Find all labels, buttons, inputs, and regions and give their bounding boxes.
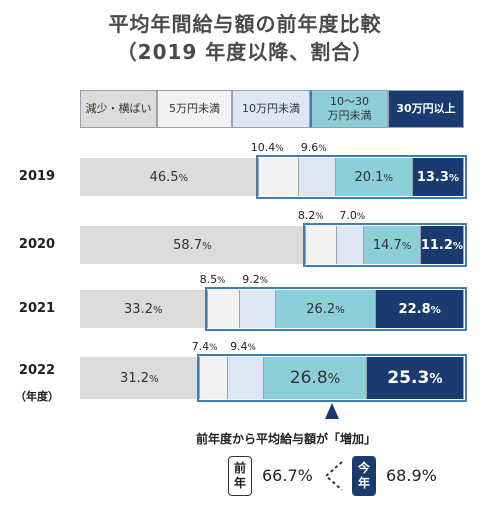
chevron-left-icon <box>324 461 343 491</box>
bar-2020-decrease: 58.7% <box>80 226 306 264</box>
data-label-2021-decrease: 33.2% <box>124 301 163 317</box>
bar-2022-under-5man <box>199 357 229 399</box>
bar-2019-decrease: 46.5% <box>80 158 259 196</box>
bar-2022-under-10man <box>228 357 265 399</box>
data-label-2020-under-10man: 7.0% <box>339 209 366 222</box>
data-label-2019-over-30man: 13.3% <box>416 169 460 185</box>
previous-year-badge: 前 年 <box>228 456 252 496</box>
chart-subtitle: （2019 年度以降、割合） <box>116 40 374 64</box>
data-label-2022-decrease: 31.2% <box>120 370 159 386</box>
bar-2020-over-30man: 11.2% <box>421 226 464 264</box>
data-label-2020-under-5man: 8.2% <box>297 209 324 222</box>
data-label-2019-under-5man: 10.4% <box>250 141 284 154</box>
data-label-2020-under-30man: 14.7% <box>372 237 412 253</box>
bar-2022-over-30man: 25.3% <box>366 357 464 399</box>
year-label-2022: 2022 <box>18 363 56 378</box>
legend-under-5man: 5万円未満 <box>157 90 232 128</box>
bar-2021-under-5man <box>207 290 241 328</box>
bar-2020-under-5man <box>305 226 338 264</box>
year-unit-label: （年度） <box>15 390 59 403</box>
data-label-2022-over-30man: 25.3% <box>387 368 443 388</box>
current-year-badge-char-1: 今 <box>357 461 370 475</box>
data-label-2022-under-5man: 7.4% <box>191 340 218 353</box>
bar-2021-over-30man: 22.8% <box>376 290 464 328</box>
data-label-2021-under-5man: 8.5% <box>199 273 226 286</box>
bar-2019-over-30man: 13.3% <box>412 158 464 196</box>
bar-2020-under-30man: 14.7% <box>364 226 421 264</box>
year-label-2019: 2019 <box>18 169 56 184</box>
bar-2021-decrease: 33.2% <box>80 290 208 328</box>
data-label-2020-over-30man: 11.2% <box>420 237 464 253</box>
legend-over-30man: 30万円以上 <box>388 90 464 128</box>
previous-year-badge-char-2: 年 <box>233 476 246 490</box>
bar-2020-under-10man <box>337 226 365 264</box>
bar-2022-under-30man: 26.8% <box>264 357 367 399</box>
legend-under-30man: 10～30 万円未満 <box>310 90 388 128</box>
current-year-badge: 今 年 <box>352 456 376 496</box>
current-year-badge-char-2: 年 <box>357 476 370 490</box>
legend-decrease: 減少・横ばい <box>80 90 157 128</box>
data-label-2022-under-30man: 26.8% <box>289 368 341 388</box>
bar-2019-under-10man <box>298 158 336 196</box>
data-label-2019-under-30man: 20.1% <box>354 169 394 185</box>
pointer-triangle-icon <box>325 403 339 419</box>
year-label-2020: 2020 <box>18 237 56 252</box>
bar-2019-under-30man: 20.1% <box>335 158 413 196</box>
data-label-2019-under-10man: 9.6% <box>300 141 327 154</box>
legend-under-10man: 10万円未満 <box>232 90 310 128</box>
current-year-value: 68.9% <box>386 466 437 485</box>
bar-2022-decrease: 31.2% <box>80 357 200 399</box>
data-label-2019-decrease: 46.5% <box>149 169 189 185</box>
comparison-caption: 前年度から平均給与額が「増加」 <box>196 432 377 446</box>
chart-title: 平均年間給与額の前年度比較 <box>108 12 382 36</box>
bar-2019-under-5man <box>258 158 299 196</box>
data-label-2022-under-10man: 9.4% <box>230 340 256 353</box>
data-label-2021-over-30man: 22.8% <box>398 301 441 317</box>
data-label-2020-decrease: 58.7% <box>173 237 212 253</box>
data-label-2021-under-30man: 26.2% <box>306 301 345 317</box>
year-label-2021: 2021 <box>18 301 56 316</box>
data-label-2021-under-10man: 9.2% <box>242 273 268 286</box>
previous-year-badge-char-1: 前 <box>233 461 246 475</box>
bar-2021-under-30man: 26.2% <box>275 290 377 328</box>
bar-2021-under-10man <box>240 290 276 328</box>
previous-year-value: 66.7% <box>262 466 313 485</box>
